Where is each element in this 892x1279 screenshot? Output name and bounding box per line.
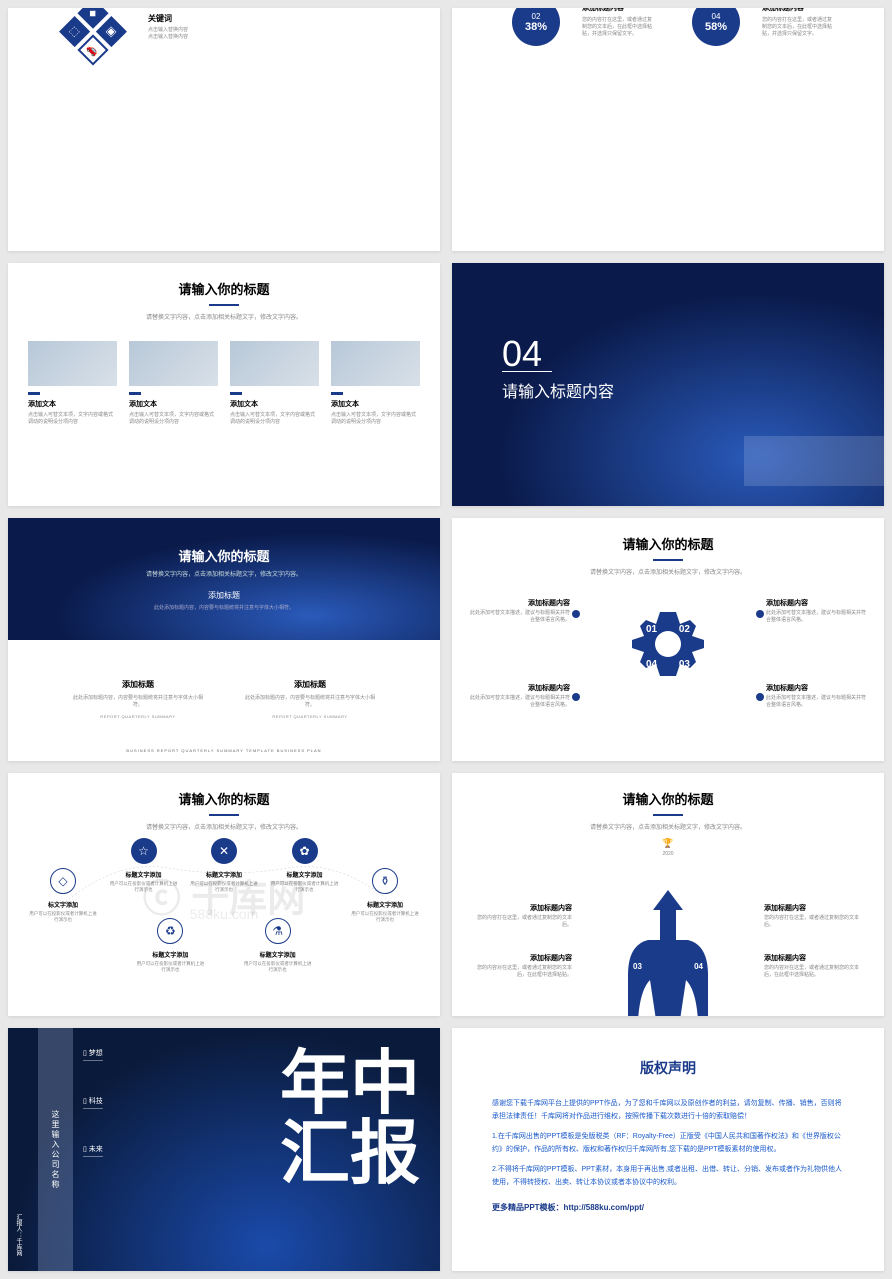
img-item-4: 添加文本 点击输入可替文本项，文字内容或格式调动的说明设分项内容	[331, 341, 420, 426]
thumb-4	[331, 341, 420, 386]
keyword-sub: 点击输入替换内容 点击输入替换内容	[148, 26, 188, 40]
slide-2: 02 38% 添加标题内容 您的内容打在这里，或者通过复制您的文本后，在此框中选…	[452, 8, 884, 251]
flow-item-7: ⚱ 标题文字添加 用户可以在投影仪或者计算机上进行演示也	[350, 918, 420, 973]
slide-6-gear: 请输入你的标题 请替换文字内容，点击添加相关标题文字，修改文字内容。 01 02…	[452, 518, 884, 761]
slide8-subtitle: 请替换文字内容，点击添加相关标题文字，修改文字内容。	[452, 822, 884, 831]
section-title: 请输入标题内容	[502, 378, 614, 402]
rocket-item-3: 添加标题内容 您的内容对在这里，或者通过复制您的文本后，在此框中选择粘贴。	[477, 953, 572, 978]
trophy-icon: 🏆	[662, 838, 673, 849]
slide6-subtitle: 请替换文字内容，点击添加相关标题文字，修改文字内容。	[452, 567, 884, 576]
flow-item-5: ♻ 标题文字添加 用户可以在投影仪或者计算机上进行演示也	[135, 918, 205, 973]
big-title: 年中 汇报	[280, 1048, 420, 1188]
reporter-label: 汇报人：千库网	[14, 1214, 23, 1256]
img-item-2: 添加文本 点击输入可替文本项，文字内容或格式调动的说明设分项内容	[129, 341, 218, 426]
slide-1: ◆ ▣ ⬚ 🚗 关键词 点击输入替换内容 点击输入替换内容	[8, 8, 440, 251]
recycle-icon: ♻	[157, 918, 183, 944]
slide-7-flow: 请输入你的标题 请替换文字内容，点击添加相关标题文字，修改文字内容。 ☆ 标题文…	[8, 773, 440, 1016]
copyright-p1: 感谢您下载千库网平台上提供的PPT作品，为了您和千库网以及原创作者的利益，请勿复…	[492, 1098, 844, 1123]
divider	[209, 304, 239, 306]
gear-item-1: 添加标题内容 此处添加可替文本描述，建议与标题相关并符合整体语言风格。	[470, 598, 570, 623]
flow-item-4: ✿ 标题文字添加 用户可以在投影仪或者计算机上进行演示也	[270, 838, 340, 893]
vertical-labels: ▯ 梦想 ▯ 科技 ▯ 未来	[83, 1048, 103, 1157]
card-row: 添加标题 此处添加标题内容，内容要与标题统将并注意与字体大小相符。 REPORT…	[58, 667, 390, 731]
card-2: 添加标题 此处添加标题内容，内容要与标题统将并注意与字体大小相符。 REPORT…	[230, 667, 390, 731]
flow-item-3: ✕ 标题文字添加 用户可以在投影仪或者计算机上进行演示也	[189, 838, 259, 893]
slide5-footer: BUSINESS REPORT QUARTERLY SUMMARY TEMPLA…	[8, 748, 440, 753]
gear-item-2: 添加标题内容 此处添加可替文本描述，建议与标题相关并符合整体语言风格。	[766, 598, 866, 623]
slide3-title: 请输入你的标题	[8, 263, 440, 298]
keyword-label: 关键词	[148, 13, 172, 24]
card-1: 添加标题 此处添加标题内容，内容要与标题统将并注意与字体大小相符。 REPORT…	[58, 667, 218, 731]
slide-10-copyright: 版权声明 感谢您下载千库网平台上提供的PPT作品，为了您和千库网以及原创作者的利…	[452, 1028, 884, 1271]
slide5-subheading-text: 此处添加标题内容，内容要与标题统将并注意与字体大小相符。	[8, 604, 440, 611]
section-line	[502, 371, 552, 372]
flower-icon: ✿	[292, 838, 318, 864]
star-icon: ☆	[131, 838, 157, 864]
rocket-year: 2020	[662, 851, 673, 857]
stat-title-1: 添加标题内容	[582, 8, 624, 13]
stat-circle-1: 02 38%	[512, 8, 560, 46]
slide5-title: 请输入你的标题	[8, 530, 440, 565]
diamond-icon-group: ◆ ▣ ⬚ 🚗	[58, 8, 129, 68]
thumb-3	[230, 341, 319, 386]
label-dream: ▯ 梦想	[83, 1048, 103, 1061]
diamond-icon: ◇	[50, 868, 76, 894]
stat-circle-2: 04 58%	[692, 8, 740, 46]
slide3-subtitle: 请替换文字内容，点击添加相关标题文字，修改文字内容。	[8, 312, 440, 321]
slide7-subtitle: 请替换文字内容，点击添加相关标题文字，修改文字内容。	[8, 822, 440, 831]
slide8-title: 请输入你的标题	[452, 773, 884, 808]
rocket-item-4: 添加标题内容 您的内容对在这里，或者通过复制您的文本后，在此框中选择粘贴。	[764, 953, 859, 978]
image-row: 添加文本 点击输入可替文本项，文字内容或格式调动的说明设分项内容 添加文本 点击…	[8, 321, 440, 426]
flow-item-6: ⚗ 标题文字添加 用户可以在投影仪或者计算机上进行演示也	[243, 918, 313, 973]
slide6-title: 请输入你的标题	[452, 518, 884, 553]
rocket-item-2: 添加标题内容 您的内容打在这里，或者通过复制您的文本后。	[764, 903, 859, 928]
slide-5: 请输入你的标题 请替换文字内容，点击添加相关标题文字，修改文字内容。 添加标题 …	[8, 518, 440, 761]
flow-item-1: ◇ 标文字添加 用户可以在投影仪或者计算机上进行演示也	[28, 918, 98, 973]
slide-4-section: 04 请输入标题内容	[452, 263, 884, 506]
slide7-title: 请输入你的标题	[8, 773, 440, 808]
rocket-shape: 03 04 01 02	[608, 890, 728, 1016]
label-tech: ▯ 科技	[83, 1096, 103, 1109]
copyright-p2: 1.在千库网出售的PPT模板是免版税类（RF：Royalty-Free）正版受《…	[492, 1131, 844, 1156]
img-item-1: 添加文本 点击输入可替文本项，文字内容或格式调动的说明设分项内容	[28, 341, 117, 426]
slide5-subtitle: 请替换文字内容，点击添加相关标题文字，修改文字内容。	[8, 569, 440, 578]
flow-item-2: ☆ 标题文字添加 用户可以在投影仪或者计算机上进行演示也	[109, 838, 179, 893]
section-number: 04	[502, 333, 542, 375]
slide5-header: 请输入你的标题 请替换文字内容，点击添加相关标题文字，修改文字内容。 添加标题 …	[8, 518, 440, 640]
label-future: ▯ 未来	[83, 1144, 103, 1157]
rocket-item-1: 添加标题内容 您的内容打在这里，或者通过复制您的文本后。	[477, 903, 572, 928]
flask-icon: ⚗	[265, 918, 291, 944]
slide5-subheading: 添加标题	[8, 590, 440, 601]
copyright-p3: 2.不得将千库网的PPT模板、PPT素材，本身用于再出售,或者出租、出借、转让、…	[492, 1164, 844, 1189]
slide-3: 请输入你的标题 请替换文字内容，点击添加相关标题文字，修改文字内容。 添加文本 …	[8, 263, 440, 506]
slide-9-title: 汇报人：千库网 这里输入公司名称 ▯ 梦想 ▯ 科技 ▯ 未来 年中 汇报	[8, 1028, 440, 1271]
thumb-2	[129, 341, 218, 386]
gear-item-3: 添加标题内容 此处添加可替文本描述，建议与标题相关并符合整体语言风格。	[470, 683, 570, 708]
cross-icon: ✕	[211, 838, 237, 864]
copyright-link[interactable]: 更多精品PPT模板：http://588ku.com/ppt/	[492, 1202, 844, 1213]
stat-text-1: 您的内容打在这里，或者通过复制您的文本后，在此框中选择粘贴，并选择只保留文字。	[582, 16, 652, 37]
thumb-1	[28, 341, 117, 386]
urn-icon: ⚱	[372, 868, 398, 894]
gear-item-4: 添加标题内容 此处添加可替文本描述，建议与标题相关并符合整体语言风格。	[766, 683, 866, 708]
slides-grid: ◆ ▣ ⬚ 🚗 关键词 点击输入替换内容 点击输入替换内容 02 38% 添加标…	[8, 8, 884, 1271]
gear-icon: 01 02 03 04	[618, 602, 718, 702]
copyright-title: 版权声明	[492, 1058, 844, 1078]
img-item-3: 添加文本 点击输入可替文本项，文字内容或格式调动的说明设分项内容	[230, 341, 319, 426]
stat-text-2: 您的内容打在这里，或者通过复制您的文本后，在此框中选择粘贴，并选择只保留文字。	[762, 16, 832, 37]
company-bar: 这里输入公司名称	[38, 1028, 73, 1271]
accent-box	[744, 436, 884, 486]
slide-8-rocket: 请输入你的标题 请替换文字内容，点击添加相关标题文字，修改文字内容。 🏆 202…	[452, 773, 884, 1016]
stat-title-2: 添加标题内容	[762, 8, 804, 13]
